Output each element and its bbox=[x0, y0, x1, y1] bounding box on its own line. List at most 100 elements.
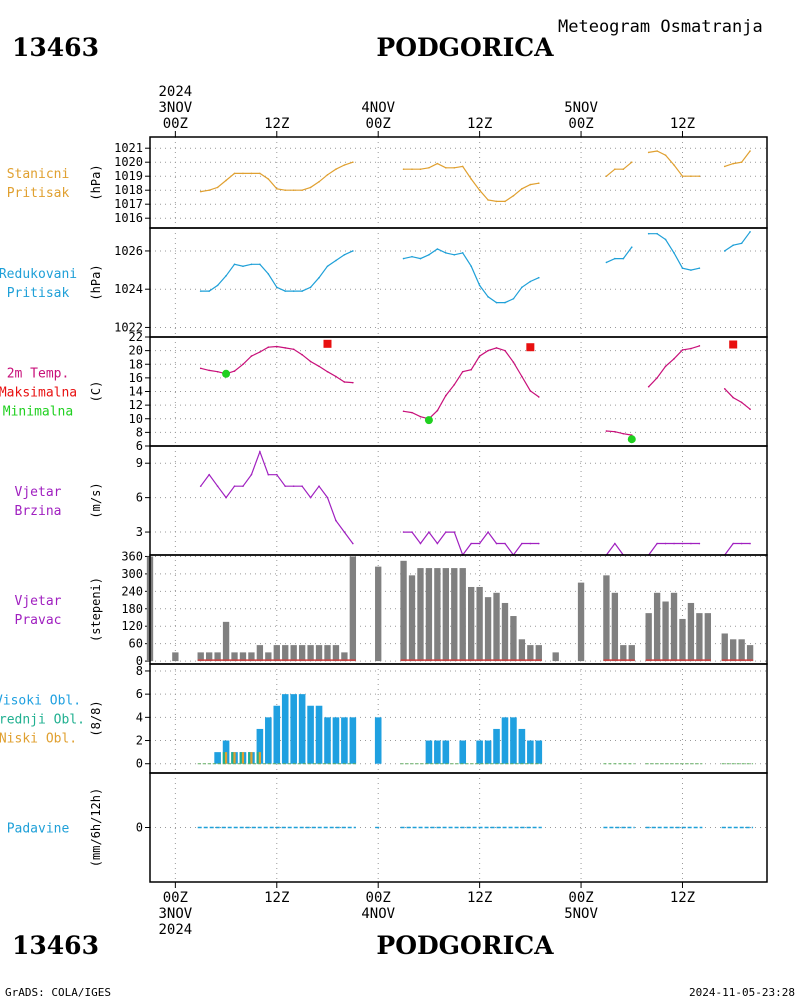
cloud-high-bar bbox=[332, 717, 340, 764]
wind_speed-point bbox=[445, 531, 447, 533]
wind_speed-point bbox=[664, 542, 667, 545]
ytick-label: 1018 bbox=[114, 183, 143, 197]
wind_speed-point bbox=[284, 485, 287, 487]
cloud-high-bar bbox=[349, 717, 357, 764]
reduced_pressure-point bbox=[352, 250, 354, 252]
wind_speed-point bbox=[259, 450, 261, 453]
temperature-point bbox=[461, 370, 464, 373]
wind-direction-bar bbox=[298, 645, 306, 662]
wind-direction-bar bbox=[611, 592, 619, 662]
top-time-label: 12Z bbox=[670, 116, 695, 132]
top-time-label: 12Z bbox=[264, 116, 289, 132]
panel-wind_direction: 0 60 120 180 240 300 360 Vjetar Pravac (stepeni) bbox=[15, 549, 768, 668]
ytick-label: 6 bbox=[136, 439, 143, 453]
ytick-label: 20 bbox=[129, 344, 143, 358]
panel-label: Padavine bbox=[7, 822, 70, 837]
wind_speed-point bbox=[453, 531, 456, 533]
cloud-low-bar bbox=[258, 752, 261, 764]
wind-direction-bar bbox=[484, 597, 492, 662]
reduced_pressure-point bbox=[690, 269, 692, 271]
temperature-point bbox=[495, 347, 498, 349]
reduced_pressure-point bbox=[723, 250, 726, 252]
wind-direction-bar bbox=[721, 633, 728, 662]
station_pressure-point bbox=[292, 189, 295, 191]
cloud-high-bar bbox=[324, 717, 331, 764]
station_pressure-point bbox=[259, 172, 261, 175]
minimum-marker bbox=[627, 435, 636, 444]
reduced_pressure-point bbox=[233, 263, 236, 266]
bottom-time-label: 4NOV bbox=[361, 906, 395, 922]
wind-direction-bar bbox=[501, 602, 509, 662]
reduced_pressure-point bbox=[242, 265, 244, 268]
ytick-label: 120 bbox=[121, 619, 143, 633]
panel-label: Maksimalna bbox=[0, 386, 77, 401]
reduced_pressure-point bbox=[749, 231, 751, 233]
temperature-point bbox=[292, 348, 295, 351]
cloud-high-bar bbox=[265, 717, 272, 764]
station_pressure-point bbox=[749, 150, 751, 152]
wind_speed-point bbox=[242, 485, 244, 487]
wind_speed-point bbox=[470, 542, 472, 545]
cloud-mid-bar bbox=[239, 752, 242, 764]
panel-label: Redukovani bbox=[0, 267, 77, 282]
reduced_pressure-point bbox=[343, 253, 346, 256]
wind_speed-point bbox=[216, 485, 219, 487]
temperature-series-line bbox=[724, 388, 751, 410]
panel-label: 2m Temp. bbox=[7, 367, 70, 382]
station_pressure-point bbox=[242, 172, 244, 175]
station_pressure-point bbox=[267, 178, 270, 180]
temperature-point bbox=[284, 347, 287, 349]
station_pressure-point bbox=[461, 165, 464, 168]
wind_speed-point bbox=[352, 542, 354, 545]
cloud-high-bar bbox=[476, 740, 483, 764]
cloud-high-bar bbox=[510, 717, 517, 764]
station_pressure-point bbox=[216, 186, 219, 189]
wind-direction-bar bbox=[459, 568, 466, 662]
wind-direction-bar bbox=[527, 645, 534, 662]
reduced_pressure-point bbox=[461, 252, 464, 254]
reduced_pressure-point bbox=[529, 280, 532, 283]
wind-direction-bar bbox=[577, 582, 585, 662]
wind-direction-bar bbox=[603, 575, 610, 662]
temperature-point bbox=[259, 351, 261, 353]
station_pressure-point bbox=[436, 162, 439, 165]
reduced_pressure-point bbox=[428, 253, 430, 256]
temperature-point bbox=[478, 355, 481, 357]
station_pressure-point bbox=[250, 172, 253, 175]
cloud-mid-bar bbox=[222, 752, 225, 764]
bottom-time-label: 00Z bbox=[366, 890, 391, 906]
wind-direction-bar bbox=[696, 613, 703, 662]
maximum-marker bbox=[729, 340, 738, 349]
station_pressure-point bbox=[199, 190, 202, 193]
station_pressure-point bbox=[605, 175, 608, 177]
wind_speed-point bbox=[656, 542, 658, 545]
reduced_pressure-point bbox=[504, 301, 506, 304]
ylabel: (m/s) bbox=[89, 482, 103, 518]
wind-direction-bar bbox=[172, 652, 179, 662]
wind-direction-bar bbox=[679, 618, 686, 662]
reduced_pressure-point bbox=[537, 276, 540, 279]
temperature-point bbox=[512, 361, 515, 364]
temperature-point bbox=[698, 345, 701, 347]
cloud-low-bar bbox=[250, 752, 253, 764]
wind-direction-bar bbox=[256, 645, 264, 662]
cloud-high-bar bbox=[290, 694, 297, 764]
reduced_pressure-point bbox=[614, 257, 616, 260]
wind_speed-point bbox=[318, 485, 320, 487]
wind_speed-point bbox=[419, 542, 422, 545]
timestamp-text: 2024-11-05-23:28 bbox=[689, 986, 795, 999]
station_pressure-point bbox=[622, 168, 625, 170]
temperature-point bbox=[445, 394, 447, 397]
reduced_pressure-point bbox=[698, 267, 701, 269]
station_pressure-series-line bbox=[724, 150, 751, 167]
panel-label: Niski Obl. bbox=[0, 732, 77, 747]
reduced_pressure-point bbox=[647, 232, 650, 235]
bottom-time-label: 12Z bbox=[264, 890, 289, 906]
station-name-bottom: PODGORICA bbox=[376, 931, 554, 960]
bottom-time-label: 00Z bbox=[568, 890, 593, 906]
cloud-low-bar bbox=[241, 752, 245, 764]
cloud-mid-bar bbox=[256, 752, 259, 764]
wind-direction-bar bbox=[620, 645, 627, 662]
wind-direction-bar bbox=[282, 645, 289, 662]
